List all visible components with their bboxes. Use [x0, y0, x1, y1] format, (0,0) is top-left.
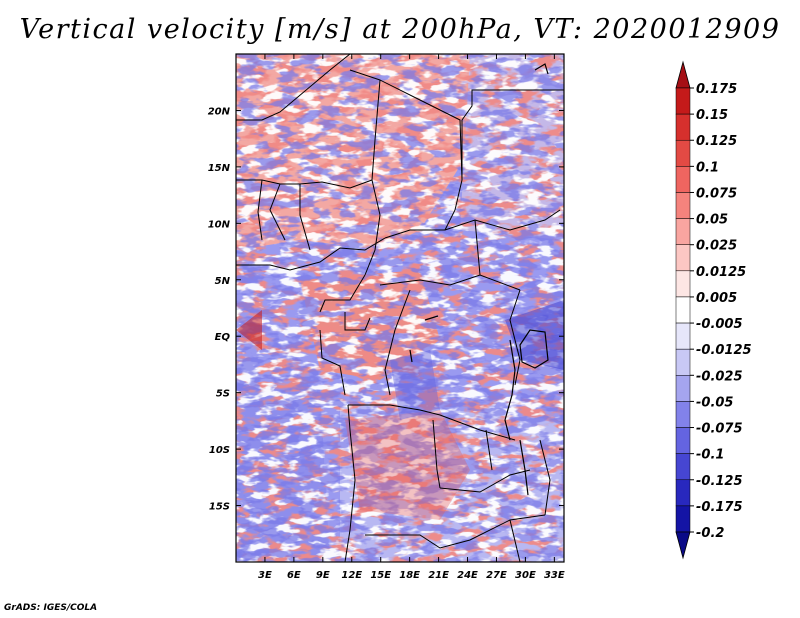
map-title: Vertical velocity [m/s] at 200hPa, VT: 2… — [19, 14, 781, 45]
colorbar-label: 0.125 — [696, 134, 737, 149]
colorbar-box — [675, 375, 691, 402]
colorbar-label: 0.005 — [696, 291, 737, 306]
colorbar: 0.175 0.15 0.125 0.1 0.075 0.05 0.025 0.0125 0.0… — [675, 60, 752, 560]
colorbar-label: -0.1 — [696, 448, 724, 463]
colorbar-box — [675, 244, 691, 272]
velocity-field — [236, 54, 564, 562]
x-tick-label: 24E — [457, 570, 478, 581]
x-tick-label: 33E — [544, 570, 565, 581]
colorbar-label: 0.0125 — [696, 265, 746, 280]
colorbar-box — [675, 218, 691, 245]
y-tick-label: 20N — [208, 106, 231, 117]
y-tick-label: EQ — [215, 332, 231, 343]
colorbar-label: 0.075 — [696, 186, 737, 201]
colorbar-label: -0.05 — [696, 395, 733, 410]
x-tick-label: 15E — [370, 570, 391, 581]
colorbar-box — [675, 296, 691, 324]
x-tick-label: 27E — [486, 570, 507, 581]
colorbar-box — [675, 401, 691, 428]
colorbar-box — [675, 453, 691, 481]
colorbar-label: -0.075 — [696, 422, 743, 437]
colorbar-top-arrow — [675, 60, 691, 89]
x-tick-label: 3E — [258, 570, 272, 581]
colorbar-box — [675, 192, 691, 219]
colorbar-label: 0.05 — [696, 213, 728, 228]
colorbar-box — [675, 270, 691, 298]
colorbar-box — [675, 87, 691, 115]
lakes — [409, 63, 549, 496]
colorbar-box — [675, 505, 691, 533]
y-tick-label: 15S — [209, 502, 230, 513]
colorbar-label: -0.005 — [696, 317, 743, 332]
colorbar-box — [675, 113, 691, 141]
country-borders — [236, 53, 564, 563]
colorbar-label: -0.125 — [696, 474, 743, 489]
colorbar-box — [675, 427, 691, 454]
colorbar-label: 0.1 — [696, 160, 719, 175]
colorbar-label: -0.175 — [696, 500, 743, 515]
x-tick-label: 21E — [428, 570, 449, 581]
colorbar-label: 0.15 — [696, 108, 728, 123]
x-tick-label: 30E — [515, 570, 536, 581]
colorbar-box — [675, 479, 691, 507]
colorbar-label: -0.025 — [696, 369, 743, 384]
colorbar-box — [675, 139, 691, 167]
x-tick-label: 6E — [287, 570, 301, 581]
y-tick-label: 10N — [208, 219, 231, 230]
colorbar-label: 0.025 — [696, 239, 737, 254]
colorbar-box — [675, 166, 691, 193]
plot-frame — [235, 53, 565, 563]
grads-credit: GrADS: IGES/COLA — [4, 603, 98, 613]
y-tick-label: 15N — [208, 163, 231, 174]
y-tick-label: 5S — [216, 389, 230, 400]
x-tick-label: 18E — [399, 570, 420, 581]
longitude-axis: 3E 6E 9E 12E 15E 18E 21E 24E 27E 30E 33E — [258, 54, 565, 581]
x-tick-label: 9E — [316, 570, 330, 581]
x-tick-label: 12E — [341, 570, 362, 581]
colorbar-box — [675, 322, 691, 350]
y-tick-label: 10S — [209, 445, 230, 456]
latitude-axis: 20N 15N 10N 5N EQ 5S 10S 15S — [208, 106, 564, 513]
colorbar-label: -0.0125 — [696, 343, 752, 358]
colorbar-label: -0.2 — [696, 526, 724, 541]
y-tick-label: 5N — [215, 276, 231, 287]
colorbar-box — [675, 348, 691, 376]
colorbar-label: 0.175 — [696, 82, 737, 97]
colorbar-bottom-arrow — [675, 531, 691, 560]
